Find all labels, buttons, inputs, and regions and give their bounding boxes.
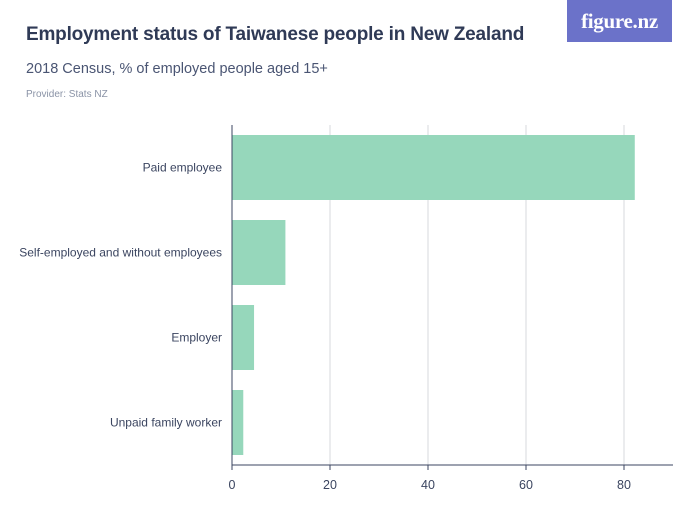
category-label-0: Paid employee — [143, 161, 223, 175]
x-tick-label-0: 0 — [229, 478, 236, 492]
bar-2 — [232, 305, 255, 370]
bar-0 — [232, 135, 635, 200]
chart-subtitle: 2018 Census, % of employed people aged 1… — [26, 61, 328, 77]
bar-3 — [232, 390, 244, 455]
category-label-2: Employer — [171, 331, 222, 345]
category-label-1: Self-employed and without employees — [19, 246, 222, 260]
x-tick-label-20: 20 — [323, 478, 337, 492]
bar-1 — [232, 220, 286, 285]
x-tick-label-60: 60 — [519, 478, 533, 492]
category-label-3: Unpaid family worker — [110, 416, 222, 430]
chart-title: Employment status of Taiwanese people in… — [26, 24, 525, 45]
data-provider: Provider: Stats NZ — [26, 89, 108, 100]
x-tick-label-80: 80 — [617, 478, 631, 492]
x-tick-label-40: 40 — [421, 478, 435, 492]
figure-nz-logo[interactable]: figure.nz — [567, 0, 672, 42]
